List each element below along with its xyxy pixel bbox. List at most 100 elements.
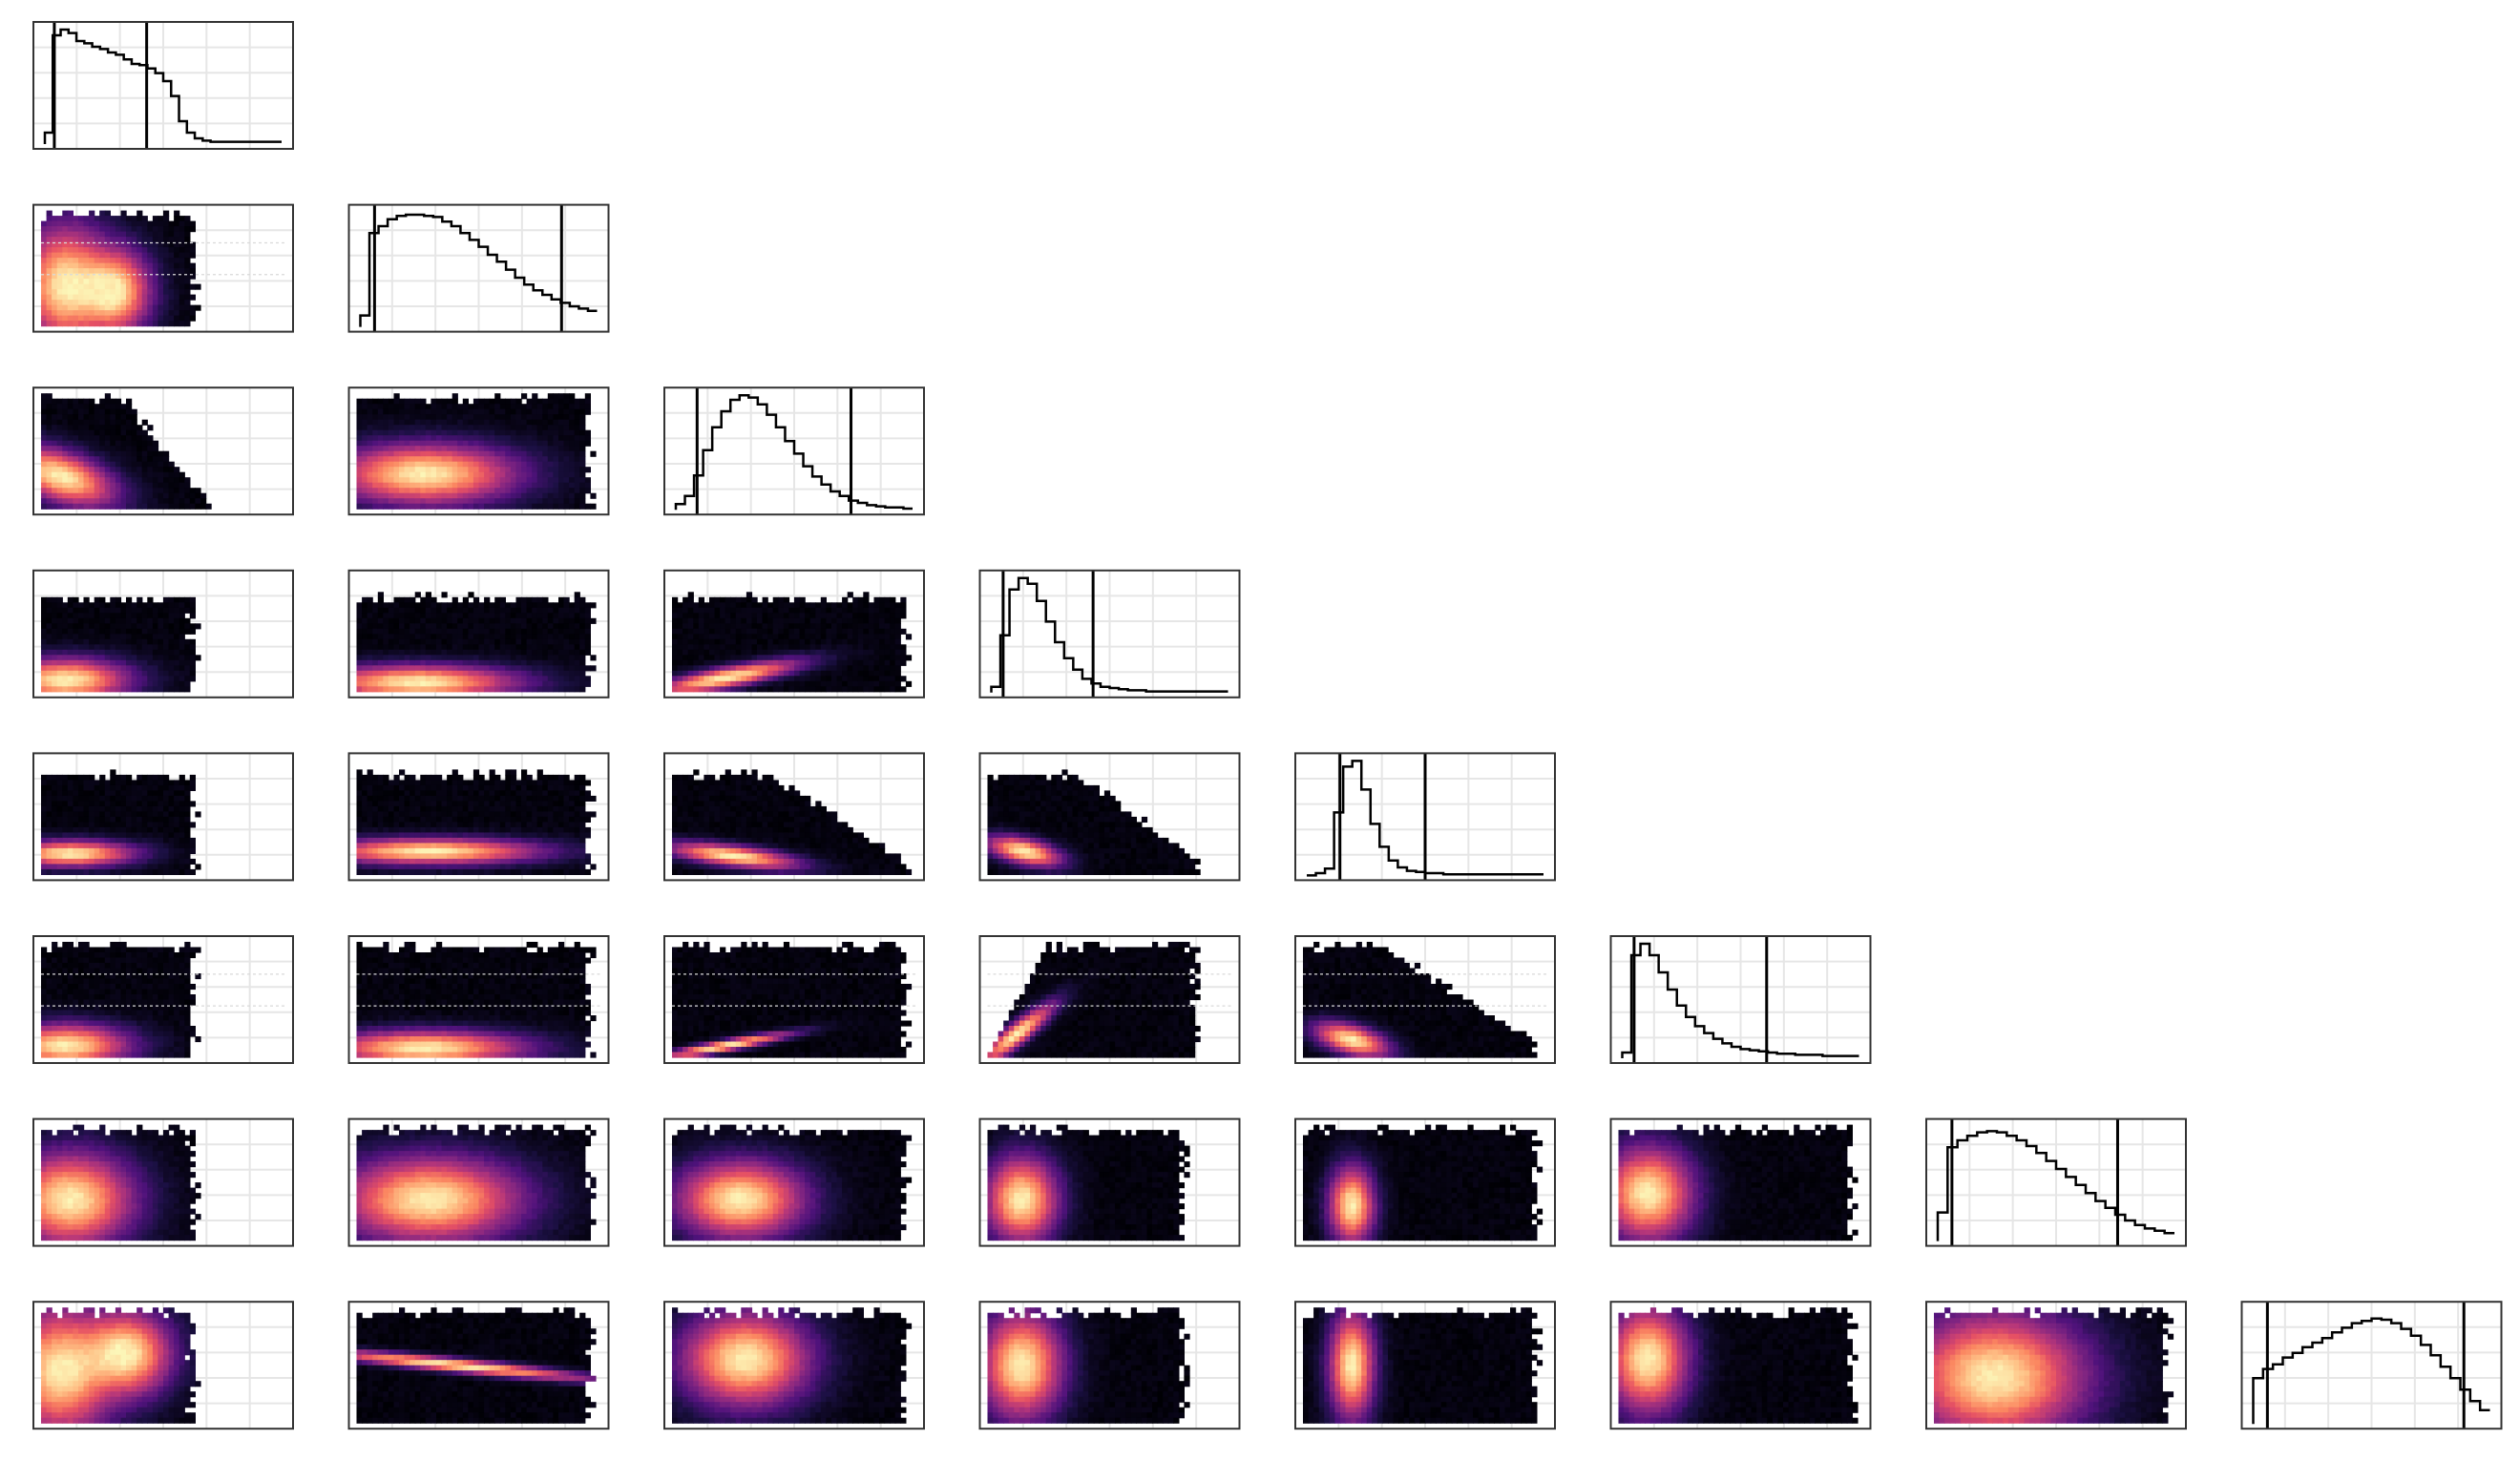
hexbin-cell [499,602,506,609]
hexbin-cell [388,492,395,499]
hexbin-cell [131,659,137,666]
hexbin-cell [494,670,501,677]
hexbin-cell [67,310,74,317]
hexbin-cell [515,649,522,656]
hexbin-cell [420,482,427,489]
hexbin-cell [94,450,100,457]
hexbin-cell [677,623,683,630]
hexbin-cell [404,634,410,640]
hexbin-cell [884,686,891,693]
hexbin-cell [168,805,175,812]
hexbin-cell [367,864,373,870]
hexbin-cell [120,414,127,421]
hexbin-cell [141,279,148,285]
hexbin-cell [110,262,116,269]
hexbin-cell [393,498,400,505]
hexbin-cell [484,477,491,484]
hexbin-cell [698,665,704,672]
hexbin-cell [136,864,143,870]
hexbin-cell [730,665,737,672]
hexbin-cell [852,634,859,640]
hexbin-cell [62,816,69,823]
hexbin-cell [89,613,95,619]
hexbin-cell [152,801,159,807]
hexbin-cell [430,638,437,645]
hexbin-cell [136,429,143,436]
hexbin-cell [484,649,491,656]
hexbin-cell [41,440,48,447]
hexbin-cell [83,628,90,635]
hexbin-cell [94,503,100,510]
hexbin-cell [399,503,406,510]
hexbin-cell [147,774,154,781]
hexbin-cell [574,414,580,421]
hexbin-cell [120,467,127,473]
hexbin-cell [547,414,554,421]
hexbin-cell [563,617,570,624]
hexbin-cell [83,832,90,839]
hexbin-cell [372,435,379,442]
hexbin-cell [62,210,69,217]
hexbin-cell [178,596,185,603]
hexbin-cell [436,613,443,619]
hexbin-cell [767,602,774,609]
hexbin-cell [399,628,406,635]
hexbin-cell [499,638,506,645]
hexbin-cell [767,686,774,693]
hexbin-cell [783,634,790,640]
hexbin-cell [468,602,474,609]
hexbin-cell [762,655,768,661]
hexbin-cell [158,304,164,311]
hexbin-cell [388,408,395,415]
hexbin-cell [104,634,111,640]
hexbin-cell [41,252,48,259]
hexbin-cell [174,853,180,860]
hexbin-cell [521,446,528,452]
hexbin-cell [67,488,74,494]
hexbin-cell [399,780,406,786]
hexbin-cell [741,676,747,682]
hexbin-cell [542,644,549,651]
hexbin-cell [163,300,170,306]
hexbin-cell [478,414,485,421]
hexbin-cell [436,617,443,624]
hexbin-cell [857,634,864,640]
hexbin-cell [420,440,427,447]
hexbin-cell [94,226,100,233]
hexbin-cell [510,628,517,635]
hexbin-cell [852,665,859,672]
hexbin-cell [563,492,570,499]
hexbin-cell [174,268,180,275]
hexbin-cell [56,790,63,797]
hexbin-cell [505,429,512,436]
hexbin-cell [388,450,395,457]
hexbin-cell [131,607,137,614]
hexbin-cell [499,498,506,505]
hexbin-cell [126,304,133,311]
hexbin-cell [809,649,816,656]
hexbin-cell [425,498,431,505]
hexbin-cell [553,649,559,656]
hexbin-cell [430,482,437,489]
hexbin-cell [104,649,111,656]
hexbin-cell [152,811,159,818]
hexbin-cell [163,247,170,254]
hexbin-cell [163,461,170,468]
hexbin-cell [521,408,528,415]
hexbin-cell [383,832,389,839]
hexbin-cell [73,258,79,264]
hexbin-cell [372,623,379,630]
hexbin-cell [462,482,469,489]
hexbin-cell [99,304,106,311]
hexbin-cell [126,676,133,682]
hexbin-cell [510,503,517,510]
hexbin-cell [563,429,570,436]
hexbin-cell [73,607,79,614]
hexbin-cell [115,843,122,849]
hexbin-cell [547,602,554,609]
hexbin-cell [372,670,379,677]
hexbin-cell [152,268,159,275]
hexbin-cell [698,617,704,624]
hexbin-cell [184,843,191,849]
hexbin-cell [805,623,811,630]
